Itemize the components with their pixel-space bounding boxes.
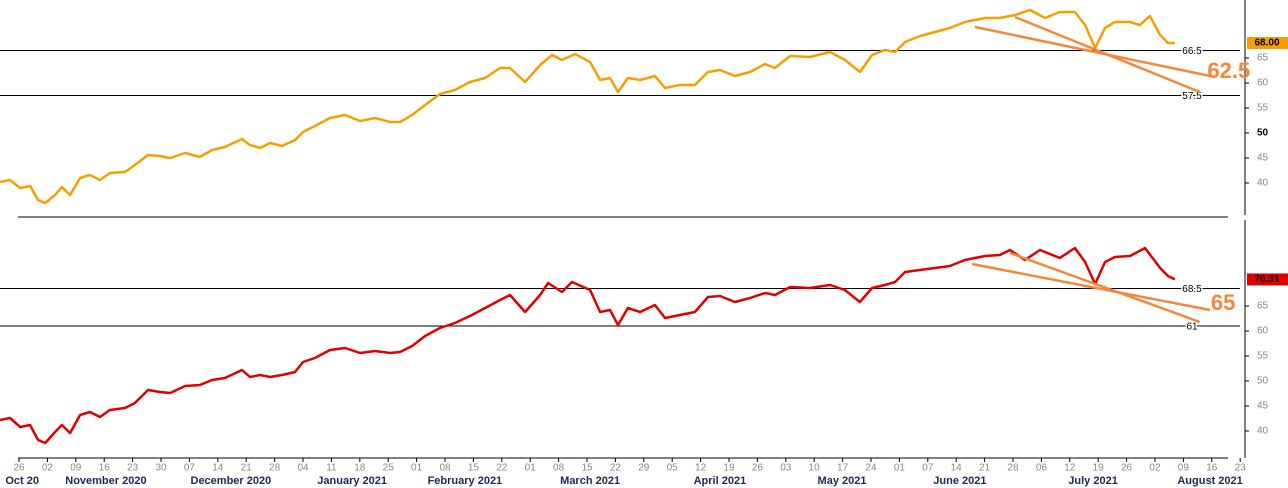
line-series	[0, 8, 1175, 205]
y-tick-label: 40	[1257, 178, 1269, 189]
y-tick-label: 50	[1257, 376, 1269, 387]
x-tick-label: 29	[638, 463, 650, 474]
month-label: April 2021	[694, 475, 747, 487]
x-tick-label: 22	[610, 463, 622, 474]
x-tick-label: 25	[383, 463, 395, 474]
trend-line	[971, 262, 1211, 312]
x-tick-label: 09	[70, 463, 82, 474]
month-label: June 2021	[933, 475, 986, 487]
y-tick-label: 45	[1257, 401, 1269, 412]
x-tick-label: 11	[326, 463, 337, 474]
x-tick-label: 06	[1036, 463, 1048, 474]
x-tick-label: 08	[553, 463, 565, 474]
trend-line	[1009, 251, 1201, 324]
trend-line	[974, 25, 1216, 79]
month-label: August 2021	[1177, 475, 1242, 487]
x-tick-label: 19	[723, 463, 735, 474]
x-tick-label: 01	[894, 463, 906, 474]
x-tick-label: 03	[780, 463, 792, 474]
x-tick-label: 01	[525, 463, 537, 474]
x-tick-label: 18	[354, 463, 366, 474]
trend-line	[1014, 15, 1201, 94]
y-tick-label: 60	[1257, 78, 1269, 89]
x-tick-label: 14	[212, 463, 224, 474]
x-tick-label: 12	[695, 463, 707, 474]
month-label: July 2021	[1068, 475, 1118, 487]
x-tick-label: 24	[865, 463, 877, 474]
month-label: November 2020	[65, 475, 146, 487]
line-series	[0, 246, 1176, 445]
x-tick-label: 17	[837, 463, 849, 474]
month-label: December 2020	[191, 475, 272, 487]
horizontal-line-label: 61	[1186, 322, 1198, 333]
x-tick-label: 02	[1149, 463, 1161, 474]
month-label: Oct 20	[5, 475, 39, 487]
month-label: January 2021	[317, 475, 387, 487]
x-tick-label: 10	[809, 463, 821, 474]
x-tick-label: 02	[42, 463, 54, 474]
y-tick-label: 65	[1257, 53, 1269, 64]
horizontal-line-label: 57.5	[1182, 91, 1202, 102]
month-label: February 2021	[428, 475, 503, 487]
x-tick-label: 23	[127, 463, 139, 474]
x-tick-label: 15	[468, 463, 480, 474]
x-tick-label: 14	[951, 463, 963, 474]
x-tick-label: 08	[439, 463, 451, 474]
x-tick-label: 21	[979, 463, 991, 474]
x-tick-label: 26	[13, 463, 25, 474]
horizontal-line-label: 66.5	[1182, 46, 1202, 57]
y-tick-label: 55	[1257, 351, 1269, 362]
last-value-badge	[1247, 37, 1288, 49]
x-tick-label: 30	[155, 463, 167, 474]
x-tick-label: 05	[667, 463, 679, 474]
x-tick-label: 21	[241, 463, 253, 474]
x-tick-label: 16	[99, 463, 111, 474]
y-tick-label: 45	[1257, 153, 1269, 164]
x-tick-label: 04	[297, 463, 309, 474]
annotation: 65	[1211, 290, 1235, 315]
x-tick-label: 19	[1093, 463, 1105, 474]
x-tick-label: 07	[184, 463, 196, 474]
y-tick-label: 50	[1257, 128, 1269, 139]
y-tick-label: 55	[1257, 103, 1269, 114]
y-tick-label: 60	[1257, 326, 1269, 337]
x-tick-label: 01	[411, 463, 423, 474]
x-tick-label: 16	[1206, 463, 1218, 474]
x-tick-label: 23	[1235, 463, 1247, 474]
x-tick-label: 28	[1007, 463, 1019, 474]
horizontal-line-label: 68.5	[1182, 284, 1202, 295]
last-value-label: 70.31	[1254, 274, 1279, 285]
annotation: 62.5	[1207, 58, 1250, 83]
y-tick-label: 40	[1257, 426, 1269, 437]
last-value-badge	[1247, 273, 1288, 286]
x-tick-label: 15	[581, 463, 593, 474]
x-tick-label: 22	[496, 463, 508, 474]
last-value-label: 68.00	[1254, 38, 1279, 49]
x-tick-label: 28	[269, 463, 281, 474]
y-tick-label: 65	[1257, 301, 1269, 312]
x-tick-label: 26	[752, 463, 764, 474]
x-tick-label: 09	[1178, 463, 1190, 474]
x-tick-label: 12	[1064, 463, 1076, 474]
month-label: May 2021	[818, 475, 867, 487]
month-label: March 2021	[560, 475, 620, 487]
x-tick-label: 26	[1121, 463, 1133, 474]
x-tick-label: 07	[922, 463, 934, 474]
